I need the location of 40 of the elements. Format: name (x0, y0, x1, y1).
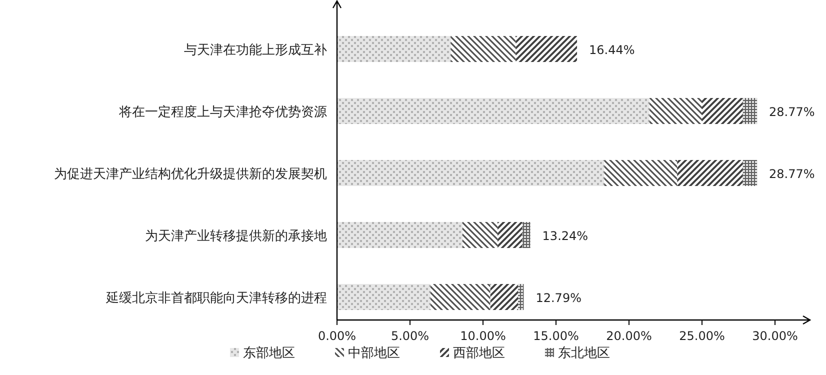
bar (337, 98, 650, 124)
legend-label: 东部地区 (243, 346, 295, 361)
x-tick-label: 25.00% (679, 329, 725, 343)
bar (490, 284, 518, 310)
bar (742, 160, 758, 186)
bar (518, 284, 524, 310)
bar (677, 160, 743, 186)
legend-label: 西部地区 (453, 346, 505, 361)
x-tick-label: 10.00% (460, 329, 506, 343)
bar (450, 36, 516, 62)
bar (430, 284, 490, 310)
bar (649, 98, 702, 124)
total-label: 13.24% (542, 229, 588, 243)
x-tick-label: 20.00% (606, 329, 652, 343)
bar (702, 98, 743, 124)
y-tick-label: 延缓北京非首都职能向天津转移的进程 (105, 291, 327, 306)
x-tick-label: 0.00% (318, 329, 356, 343)
bar (337, 160, 604, 186)
legend-label: 东北地区 (558, 346, 610, 361)
bar (337, 222, 463, 248)
bar (742, 98, 758, 124)
bar (516, 36, 578, 62)
bar (604, 160, 678, 186)
y-tick-label: 为促进天津产业结构优化升级提供新的发展契机 (54, 167, 327, 182)
x-tick-label: 15.00% (533, 329, 579, 343)
y-tick-label: 与天津在功能上形成互补 (184, 43, 327, 58)
total-label: 12.79% (536, 291, 582, 305)
total-label: 28.77% (769, 105, 815, 119)
bar (498, 222, 522, 248)
legend-label: 中部地区 (348, 346, 400, 361)
total-label: 28.77% (769, 167, 815, 181)
y-tick-label: 将在一定程度上与天津抢夺优势资源 (118, 104, 327, 120)
y-tick-label: 为天津产业转移提供新的承接地 (145, 229, 327, 244)
bar (337, 36, 451, 62)
bar (337, 284, 430, 310)
bar (522, 222, 530, 248)
bar (462, 222, 498, 248)
x-tick-label: 5.00% (390, 329, 430, 343)
x-tick-label: 30.00% (752, 329, 798, 343)
total-label: 16.44% (589, 43, 635, 57)
